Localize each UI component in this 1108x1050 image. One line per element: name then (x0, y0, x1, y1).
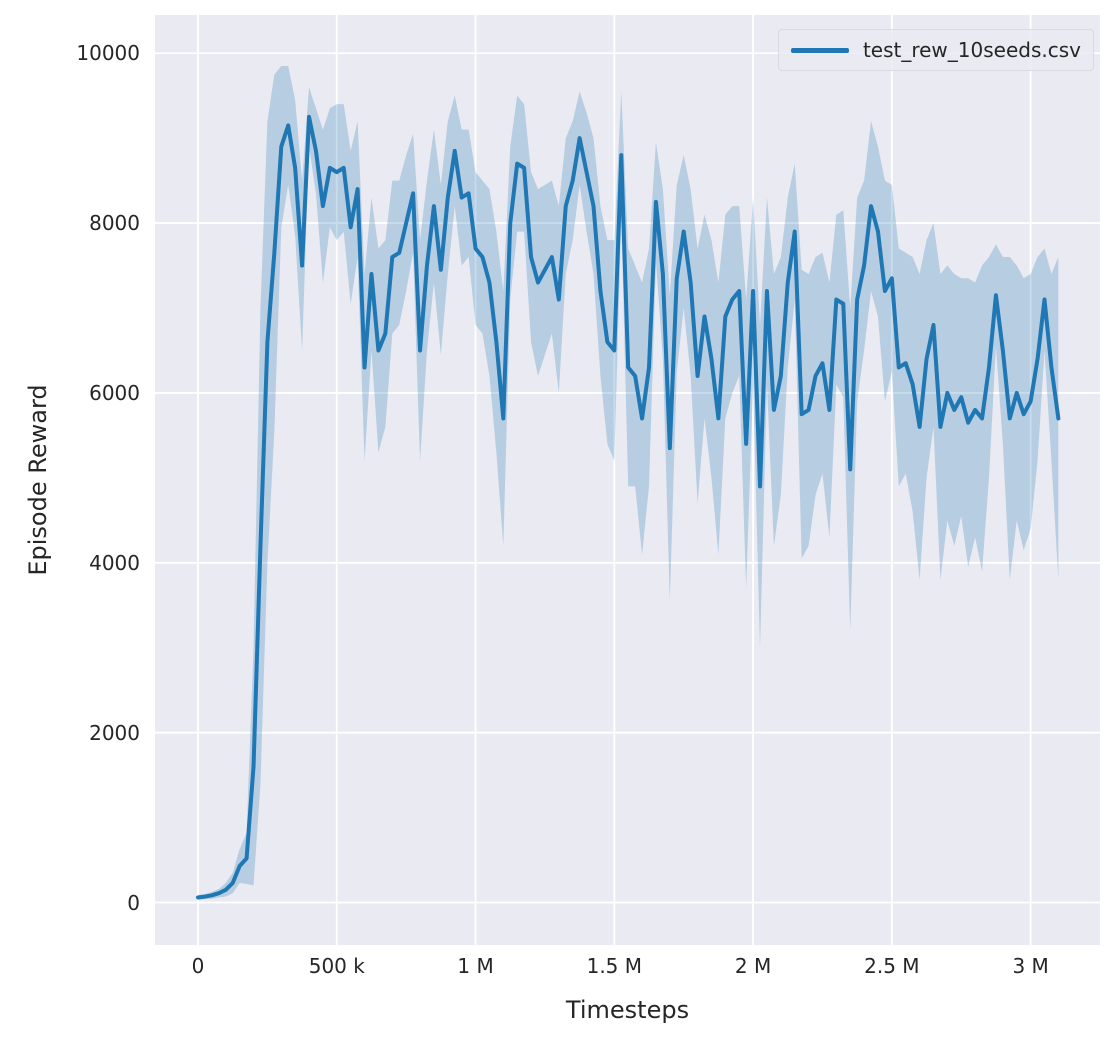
mean-line (196, 114, 1061, 900)
x-tick-label: 500 k (308, 954, 365, 978)
legend-label: test_rew_10seeds.csv (862, 38, 1081, 62)
legend-line-sample-icon (790, 47, 849, 53)
y-tick-label: 10000 (76, 41, 140, 66)
x-tick-label: 1.5 M (586, 954, 643, 978)
y-tick-label: 8000 (89, 211, 140, 236)
y-tick-label: 4000 (89, 550, 140, 575)
x-axis-label: Timesteps (565, 996, 690, 1024)
x-tick-label: 3 M (1012, 954, 1049, 978)
x-tick-label: 2 M (734, 954, 772, 978)
y-tick-label: 0 (127, 890, 140, 915)
plot-area: test_rew_10seeds.csv (155, 15, 1100, 945)
y-tick-label: 2000 (89, 720, 140, 745)
x-tick-label: 0 (191, 954, 205, 978)
line-chart (155, 15, 1100, 945)
x-tick-label: 2.5 M (864, 954, 920, 978)
y-axis-label: Episode Reward (24, 384, 52, 576)
x-tick-label: 1 M (457, 954, 494, 978)
legend: test_rew_10seeds.csv (777, 29, 1094, 71)
plot-background (155, 15, 1100, 945)
confidence-band (198, 65, 1059, 900)
y-tick-label: 6000 (89, 380, 140, 405)
